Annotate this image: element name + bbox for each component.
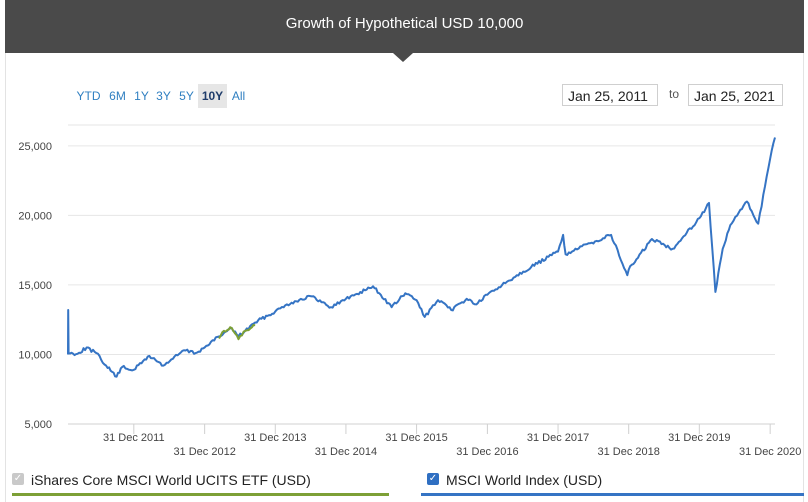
x-tick-label: 31 Dec 2016 bbox=[456, 446, 518, 458]
legend-underline-msci bbox=[421, 493, 804, 496]
y-tick-label: 15,000 bbox=[18, 280, 52, 292]
legend-item-ishares[interactable]: ✓ iShares Core MSCI World UCITS ETF (USD… bbox=[12, 470, 389, 496]
range-button-6m[interactable]: 6M bbox=[109, 89, 126, 103]
x-tick-label: 31 Dec 2011 bbox=[103, 432, 165, 444]
range-button-1y[interactable]: 1Y bbox=[134, 89, 149, 103]
chart-title: Growth of Hypothetical USD 10,000 bbox=[285, 15, 524, 32]
x-tick-label: 31 Dec 2020 bbox=[739, 446, 801, 458]
range-button-5y[interactable]: 5Y bbox=[179, 89, 194, 103]
legend-label-msci: MSCI World Index (USD) bbox=[446, 472, 603, 488]
date-range-to-label: to bbox=[669, 87, 680, 101]
x-tick-label: 31 Dec 2012 bbox=[173, 446, 235, 458]
x-tick-label: 31 Dec 2014 bbox=[315, 446, 377, 458]
legend-checkbox-ishares[interactable]: ✓ bbox=[12, 473, 24, 485]
to-date-input[interactable]: Jan 25, 2021 bbox=[688, 84, 783, 106]
y-tick-label: 20,000 bbox=[18, 210, 52, 222]
legend-checkbox-msci[interactable]: ✓ bbox=[427, 473, 439, 485]
x-tick-label: 31 Dec 2018 bbox=[597, 446, 659, 458]
x-tick-label: 31 Dec 2013 bbox=[244, 432, 306, 444]
y-tick-label: 10,000 bbox=[18, 349, 52, 361]
series-line-ishares bbox=[218, 324, 256, 341]
banner-pointer bbox=[393, 53, 413, 62]
legend-underline-ishares bbox=[12, 493, 389, 496]
y-tick-label: 25,000 bbox=[18, 141, 52, 153]
range-button-3y[interactable]: 3Y bbox=[156, 89, 171, 103]
from-date-input[interactable]: Jan 25, 2011 bbox=[562, 84, 658, 106]
y-tick-label: 5,000 bbox=[24, 419, 52, 431]
legend-label-ishares: iShares Core MSCI World UCITS ETF (USD) bbox=[31, 472, 311, 488]
range-button-10y[interactable]: 10Y bbox=[198, 84, 227, 108]
x-tick-label: 31 Dec 2015 bbox=[385, 432, 447, 444]
chart-title-banner: Growth of Hypothetical USD 10,000 bbox=[5, 0, 804, 53]
chart-frame bbox=[5, 53, 804, 502]
range-button-ytd[interactable]: YTD bbox=[76, 89, 101, 103]
series-line-msci-world bbox=[67, 137, 776, 378]
x-tick-label: 31 Dec 2019 bbox=[668, 432, 730, 444]
x-tick-label: 31 Dec 2017 bbox=[527, 432, 589, 444]
range-button-all[interactable]: All bbox=[231, 89, 246, 103]
legend-item-msci[interactable]: ✓ MSCI World Index (USD) bbox=[421, 470, 804, 496]
